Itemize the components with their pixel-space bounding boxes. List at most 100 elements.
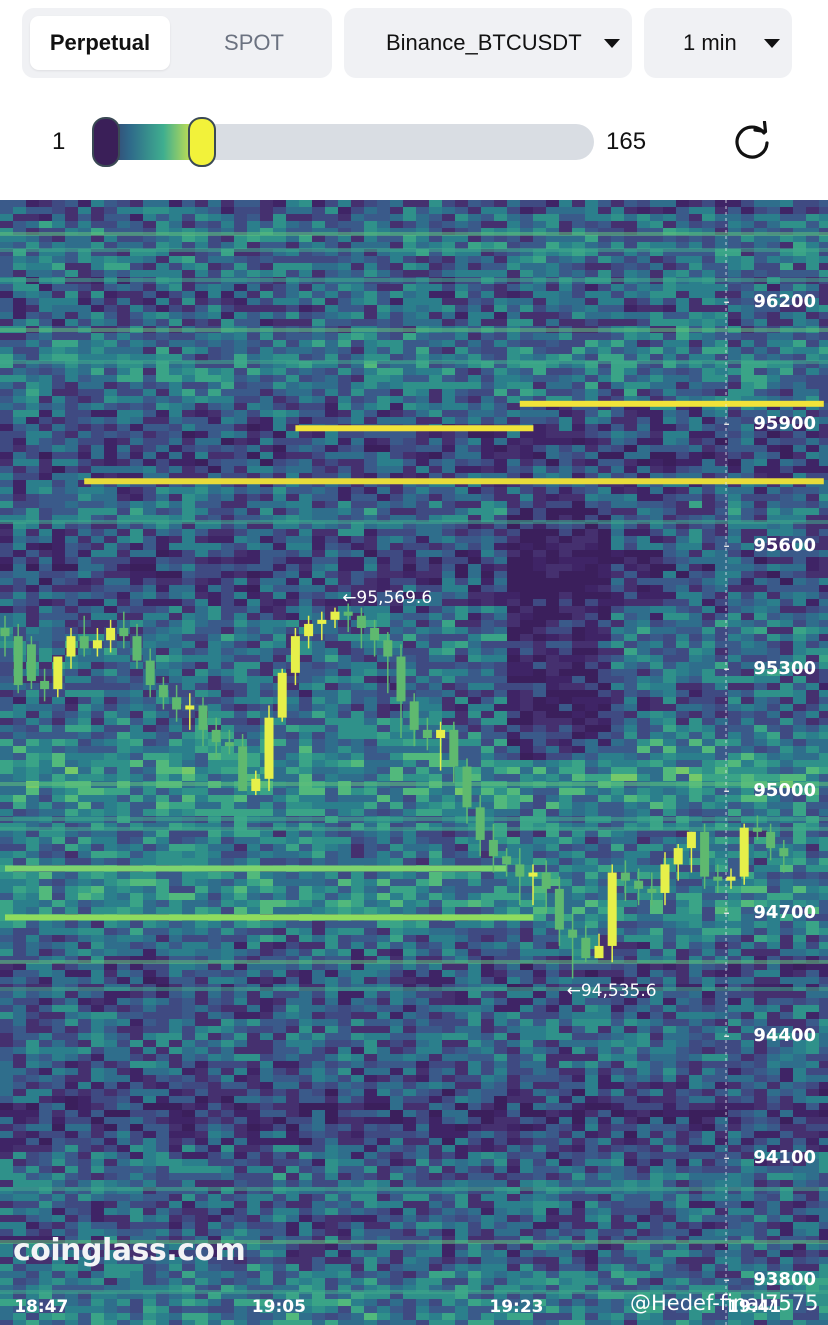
heatmap-cell <box>13 732 27 740</box>
heatmap-cell <box>104 704 118 712</box>
heatmap-cell <box>377 571 391 579</box>
heatmap-cell <box>208 613 222 621</box>
heatmap-cell <box>182 501 196 509</box>
tab-perpetual[interactable]: Perpetual <box>30 16 170 70</box>
heatmap-cell <box>806 256 820 264</box>
heatmap-cell <box>338 452 352 460</box>
heatmap-cell <box>793 249 807 257</box>
heatmap-cell <box>273 214 287 222</box>
heatmap-cell <box>676 305 690 313</box>
interval-select[interactable]: 1 min <box>644 8 792 78</box>
liquidation-heatmap-chart[interactable]: ←95,569.6 ←94,535.6 96200959009560095300… <box>0 200 828 1325</box>
heatmap-cell <box>52 725 66 733</box>
heatmap-cell <box>598 494 612 502</box>
heatmap-cell <box>754 627 768 635</box>
range-slider-min-handle[interactable] <box>92 117 120 167</box>
heatmap-cell <box>598 683 612 691</box>
heatmap-cell <box>650 662 664 670</box>
heatmap-cell <box>247 459 261 467</box>
heatmap-cell <box>169 375 183 383</box>
heatmap-cell <box>351 529 365 537</box>
heatmap-cell <box>130 242 144 250</box>
heatmap-cell <box>156 235 170 243</box>
heatmap-cell <box>312 235 326 243</box>
heatmap-cell <box>702 382 716 390</box>
heatmap-cell <box>403 263 417 271</box>
heatmap-cell <box>806 284 820 292</box>
heatmap-cell <box>273 445 287 453</box>
heatmap-cell <box>611 431 625 439</box>
heatmap-cell <box>143 725 157 733</box>
heatmap-cell <box>143 620 157 628</box>
heatmap-cell <box>663 669 677 677</box>
tab-spot[interactable]: SPOT <box>224 30 284 55</box>
heatmap-cell <box>299 361 313 369</box>
heatmap-cell <box>260 494 274 502</box>
heatmap-cell <box>650 690 664 698</box>
heatmap-cell <box>247 508 261 516</box>
heatmap-cell <box>611 613 625 621</box>
heatmap-cell <box>169 494 183 502</box>
range-slider-max-handle[interactable] <box>188 117 216 167</box>
heatmap-cell <box>143 529 157 537</box>
heatmap-cell <box>819 494 828 502</box>
heatmap-cell <box>767 718 781 726</box>
heatmap-cell <box>39 480 53 488</box>
heatmap-cell <box>221 669 235 677</box>
heatmap-cell <box>663 585 677 593</box>
heatmap-cell <box>351 641 365 649</box>
heatmap-cell <box>234 522 248 530</box>
heatmap-cell <box>715 655 729 663</box>
heatmap-cell <box>429 368 443 376</box>
heatmap-cell <box>442 697 456 705</box>
heatmap-cell <box>143 515 157 523</box>
heatmap-cell <box>312 291 326 299</box>
heatmap-cell <box>260 319 274 327</box>
heatmap-cell <box>819 200 828 208</box>
heatmap-cell <box>78 298 92 306</box>
heatmap-cell <box>247 347 261 355</box>
heatmap-cell <box>286 599 300 607</box>
heatmap-cell <box>39 606 53 614</box>
heatmap-cell <box>780 200 794 208</box>
heatmap-cell <box>195 739 209 747</box>
heatmap-cell <box>572 599 586 607</box>
heatmap-cell <box>637 305 651 313</box>
heatmap-cell <box>78 228 92 236</box>
heatmap-cell <box>689 662 703 670</box>
heatmap-cell <box>754 683 768 691</box>
heatmap-cell <box>507 487 521 495</box>
heatmap-cell <box>637 648 651 656</box>
heatmap-cell <box>572 739 586 747</box>
heatmap-cell <box>156 718 170 726</box>
heatmap-cell <box>689 452 703 460</box>
heatmap-cell <box>130 473 144 481</box>
heatmap-cell <box>130 291 144 299</box>
heatmap-cell <box>442 613 456 621</box>
heatmap-cell <box>299 718 313 726</box>
range-slider-track[interactable] <box>92 124 594 160</box>
heatmap-cell <box>663 550 677 558</box>
heatmap-cell <box>338 389 352 397</box>
refresh-icon[interactable] <box>731 120 773 163</box>
heatmap-cell <box>715 214 729 222</box>
heatmap-cell <box>13 599 27 607</box>
heatmap-cell <box>312 655 326 663</box>
heatmap-cell <box>169 452 183 460</box>
heatmap-cell <box>533 725 547 733</box>
heatmap-cell <box>91 354 105 362</box>
heatmap-cell <box>494 536 508 544</box>
pair-select-value: Binance_BTCUSDT <box>386 30 582 55</box>
heatmap-cell <box>13 200 27 208</box>
heatmap-cell <box>689 263 703 271</box>
heatmap-cell <box>260 669 274 677</box>
heatmap-cell <box>494 690 508 698</box>
heatmap-cell <box>546 578 560 586</box>
heatmap-cell <box>611 690 625 698</box>
heatmap-cell <box>377 438 391 446</box>
heatmap-cell <box>247 501 261 509</box>
heatmap-cell <box>546 732 560 740</box>
heatmap-cell <box>52 228 66 236</box>
pair-select[interactable]: Binance_BTCUSDT <box>344 8 632 78</box>
heatmap-cell <box>364 599 378 607</box>
